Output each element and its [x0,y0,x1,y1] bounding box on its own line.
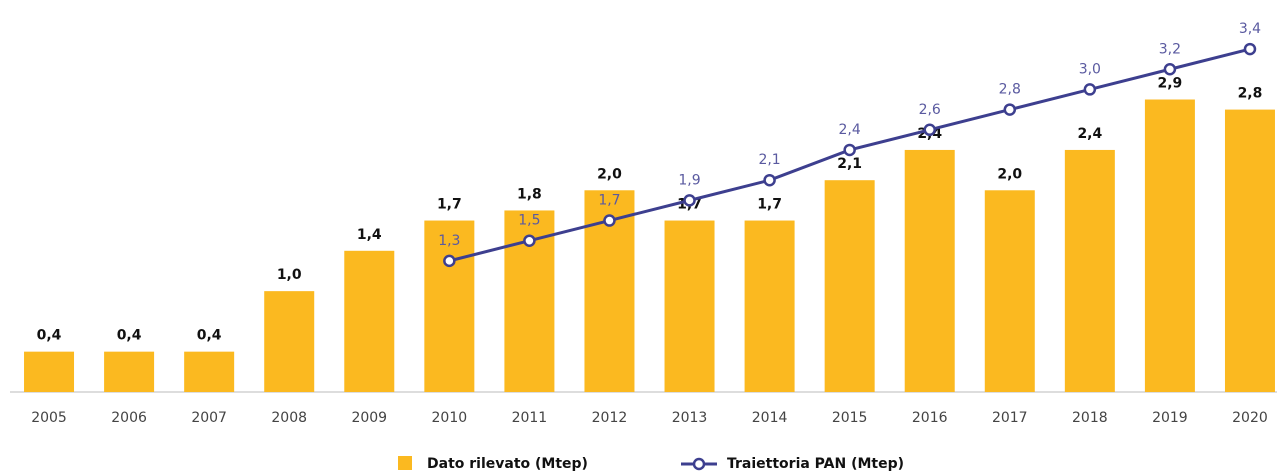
line-value-label: 1,5 [518,213,540,229]
legend-swatch-marker [692,457,706,471]
bar-value-label: 1,4 [357,227,382,243]
x-tick-label: 2006 [111,410,147,426]
bar [264,291,315,392]
x-tick-label: 2011 [512,410,548,426]
x-tick-label: 2018 [1072,410,1108,426]
x-tick-label: 2005 [31,410,67,426]
line-marker [603,214,616,227]
line-marker [523,234,536,247]
line-marker [443,254,456,268]
legend-label: Traiettoria PAN (Mtep) [727,456,904,472]
bar [984,190,1035,392]
bar-value-label: 0,4 [197,328,222,344]
line-value-label: 1,3 [438,233,460,249]
line-value-label: 1,9 [678,172,700,188]
legend-label: Dato rilevato (Mtep) [427,456,588,472]
line-value-label: 3,2 [1159,41,1181,57]
bar-value-label: 1,8 [517,186,542,202]
x-tick-label: 2008 [271,410,307,426]
line-value-label: 2,1 [758,152,780,168]
x-tick-label: 2012 [592,410,628,426]
x-tick-label: 2009 [351,410,387,426]
bar-value-label: 1,7 [437,197,462,213]
x-tick-label: 2016 [912,410,948,426]
line-value-label: 2,6 [919,102,941,118]
x-tick-label: 2017 [992,410,1028,426]
x-tick-label: 2010 [432,410,468,426]
x-tick-label: 2020 [1232,410,1268,426]
x-tick-label: 2007 [191,410,227,426]
line-value-label: 2,8 [999,82,1021,98]
line-marker [763,173,776,187]
bar-value-label: 2,4 [1077,126,1102,142]
x-tick-label: 2015 [832,410,868,426]
bar-value-label: 2,0 [597,166,622,182]
bar-value-label: 2,1 [837,156,862,172]
line-value-label: 2,4 [839,122,861,138]
bar [1224,109,1275,392]
bar [424,220,475,392]
legend-swatch-bar [398,456,412,470]
bar-value-label: 0,4 [117,328,142,344]
bar [904,149,955,392]
x-tick-label: 2019 [1152,410,1188,426]
legend: Dato rilevato (Mtep) Traiettoria PAN (Mt… [398,456,904,472]
line-marker [683,194,696,207]
line-value-label: 1,7 [598,193,620,209]
bar [1144,99,1195,392]
x-tick-label: 2013 [672,410,708,426]
bar [344,250,395,392]
line-marker [923,123,936,137]
line-marker [1163,63,1177,76]
bar [24,351,75,392]
line-marker [843,143,856,157]
bar-value-label: 2,0 [997,166,1022,182]
line-marker [1003,103,1017,116]
bar-value-label: 0,4 [37,328,62,344]
bar-value-label: 1,0 [277,267,302,283]
line-value-label: 3,0 [1079,61,1101,77]
bar-value-label: 1,7 [757,197,782,213]
bar [824,180,875,392]
x-tick-label: 2014 [752,410,788,426]
line-marker [1243,42,1257,56]
bar-value-label: 2,9 [1158,76,1183,92]
bar [664,220,715,392]
bar [1064,149,1115,392]
bar [184,351,235,392]
bar [744,220,795,392]
line-value-label: 3,4 [1239,21,1261,37]
bar [104,351,155,392]
bar-value-label: 2,8 [1238,86,1263,102]
line-marker [1083,83,1097,96]
